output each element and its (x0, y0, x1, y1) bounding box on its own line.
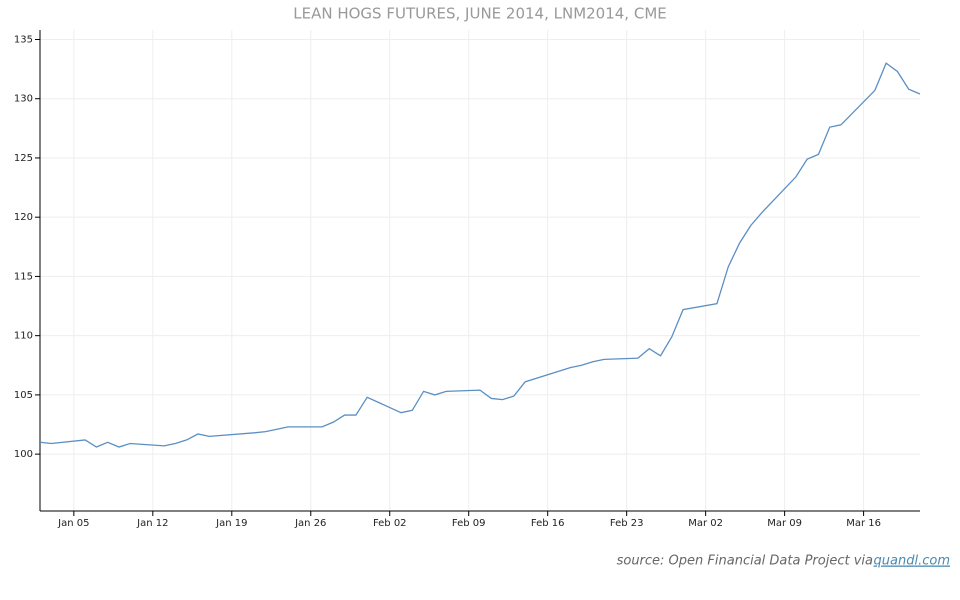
y-tick-label: 115 (14, 271, 33, 282)
y-tick-label: 125 (14, 153, 33, 164)
x-tick-label: Feb 09 (452, 518, 486, 529)
source-text: source: Open Financial Data Project via (617, 554, 873, 569)
price-line (39, 62, 921, 448)
y-tick-label: 120 (14, 212, 33, 223)
x-tick-label: Jan 05 (57, 518, 89, 529)
chart-title: LEAN HOGS FUTURES, JUNE 2014, LNM2014, C… (293, 5, 667, 23)
x-tick-label: Feb 16 (531, 518, 565, 529)
y-tick-label: 135 (14, 34, 33, 45)
y-tick-label: 100 (14, 449, 33, 460)
y-tick-label: 110 (14, 331, 33, 342)
x-tick-label: Mar 09 (767, 518, 802, 529)
x-tick-label: Jan 19 (215, 518, 247, 529)
x-tick-label: Feb 23 (610, 518, 644, 529)
x-tick-label: Mar 02 (688, 518, 723, 529)
y-tick-label: 105 (14, 390, 33, 401)
x-tick-label: Jan 26 (294, 518, 326, 529)
source-link[interactable]: quandl.com (874, 554, 950, 569)
x-tick-label: Mar 16 (846, 518, 881, 529)
x-tick-label: Feb 02 (373, 518, 407, 529)
y-tick-label: 130 (14, 94, 33, 105)
x-tick-label: Jan 12 (136, 518, 168, 529)
